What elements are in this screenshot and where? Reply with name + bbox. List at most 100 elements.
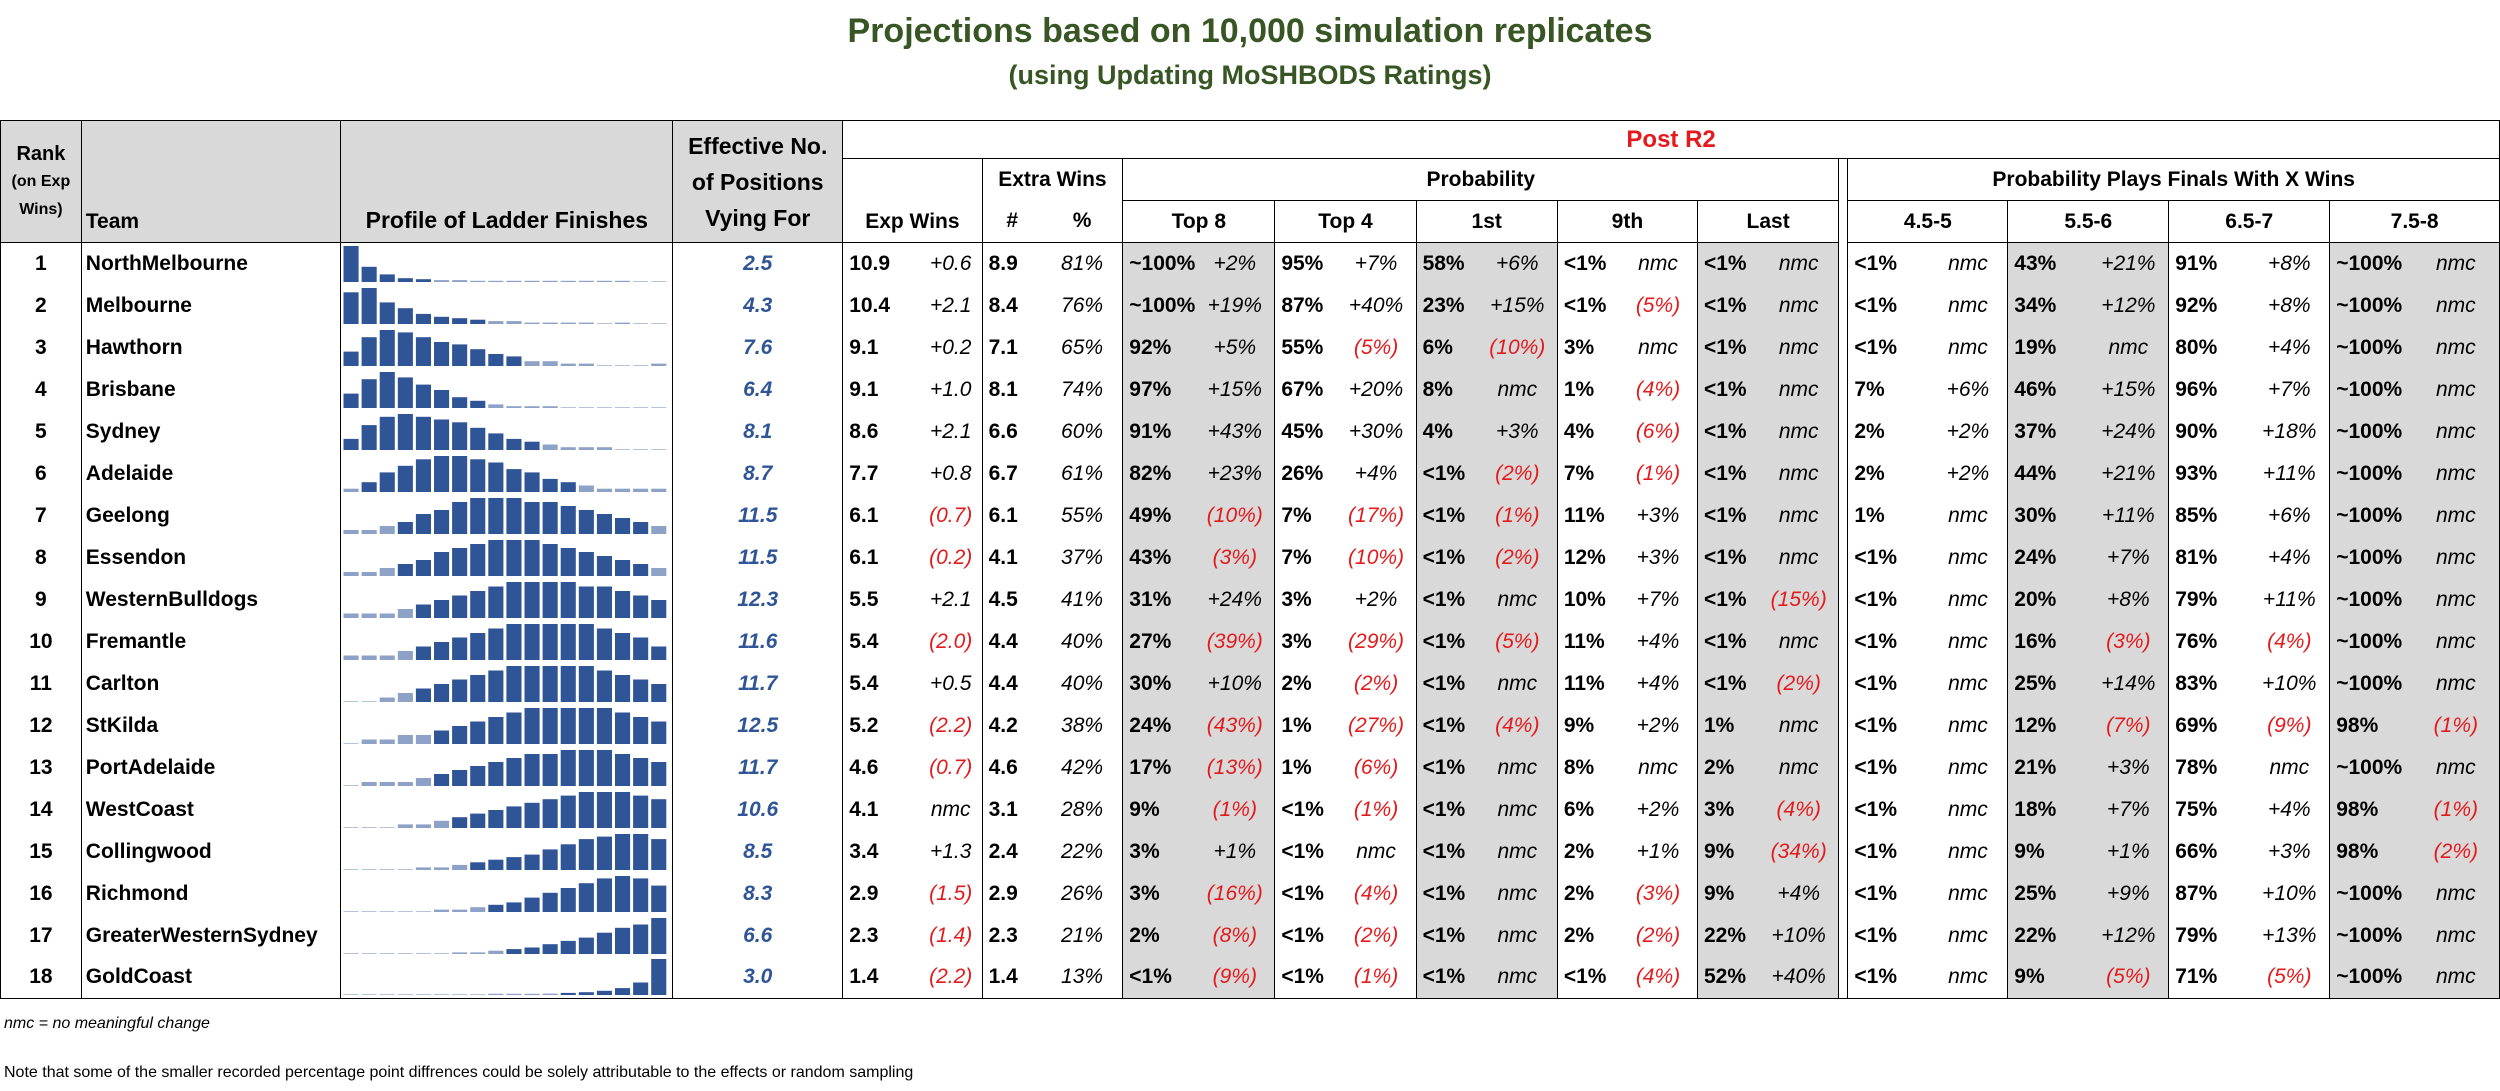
- extra-wins-count: 4.4: [988, 629, 1018, 653]
- ladder-finish-bar: [434, 341, 450, 366]
- f2-finals-value: 9%: [2007, 830, 2089, 873]
- f2-finals-value: 22%: [2007, 914, 2089, 957]
- f4-finals-change: (1%): [2412, 704, 2500, 747]
- top8-prob-value: 2%: [1122, 914, 1196, 957]
- ladder-finish-bar: [579, 882, 595, 912]
- ladder-finish-bar: [343, 700, 359, 702]
- p9-prob-change: (6%): [1619, 410, 1698, 453]
- ladder-finish-bar: [470, 994, 486, 996]
- extra-wins-pct: 76%: [1041, 284, 1124, 327]
- last-prob-change: (2%): [1759, 662, 1840, 705]
- ladder-finish-bar: [506, 856, 522, 870]
- ladder-finish-bar: [651, 322, 667, 324]
- ladder-profile: [340, 956, 674, 999]
- p9-prob-value: 11%: [1563, 671, 1605, 695]
- team-name: WesternBulldogs: [81, 578, 342, 621]
- extra-wins-count-header: #: [982, 200, 1042, 243]
- extra-wins-pct: 74%: [1041, 368, 1124, 411]
- p1-prob-change: nmc: [1477, 830, 1558, 873]
- ladder-profile-chart: [343, 371, 667, 408]
- f4-finals-value: ~100%: [2329, 872, 2413, 915]
- p1-prob-value: <1%: [1416, 620, 1478, 663]
- p9-prob-value: 11%: [1563, 503, 1605, 527]
- f4-finals-value: ~100%: [2329, 956, 2413, 999]
- table-row: 11 Carlton 11.7 5.4 +0.5 4.4 40% 30% +10% 2% (2%) <…: [0, 662, 2500, 705]
- top8-prob-change: (13%): [1195, 746, 1276, 789]
- spacer-cell: [1838, 578, 1849, 621]
- last-prob-change: nmc: [1759, 284, 1840, 327]
- ladder-finish-bar: [488, 904, 504, 912]
- extra-wins-pct: 61%: [1041, 452, 1124, 495]
- ladder-finish-bar: [380, 471, 396, 492]
- ladder-finish-bar: [488, 950, 504, 954]
- ladder-finish-bar: [488, 320, 504, 324]
- rank-cell: 10: [0, 620, 82, 663]
- f3-finals-change: +8%: [2249, 284, 2331, 327]
- ladder-finish-bar: [561, 446, 577, 450]
- f1-finals-change: nmc: [1928, 746, 2009, 789]
- ladder-finish-bar: [380, 781, 396, 786]
- ladder-finish-bar: [633, 833, 649, 870]
- f1-finals-value: <1%: [1854, 629, 1897, 653]
- ladder-finish-bar: [597, 670, 613, 702]
- ladder-finish-bar: [416, 336, 432, 366]
- ladder-finish-bar: [488, 280, 504, 282]
- ladder-finish-bar: [524, 471, 540, 492]
- f3-finals-change: +7%: [2249, 368, 2331, 411]
- extra-wins-pct: 42%: [1041, 746, 1124, 789]
- ladder-finish-bar: [633, 448, 649, 450]
- ladder-finish-bar: [597, 406, 613, 408]
- extra-wins-pct: 65%: [1041, 326, 1124, 369]
- ladder-profile-chart: [343, 329, 667, 366]
- ladder-finish-bar: [633, 488, 649, 492]
- top4-prob-value: <1%: [1274, 956, 1337, 999]
- top4-prob-change: +20%: [1336, 368, 1417, 411]
- top4-prob-value: 1%: [1281, 755, 1312, 779]
- ladder-profile-chart: [343, 875, 667, 912]
- ladder-finish-bar: [416, 604, 432, 618]
- ladder-finish-bar: [506, 497, 522, 534]
- spacer-cell: [1838, 914, 1849, 957]
- p1-prob-value: <1%: [1416, 578, 1478, 621]
- effective-positions-header: Effective No. of Positions Vying For: [672, 120, 844, 243]
- table-row: 7 Geelong 11.5 6.1 (0.7) 6.1 55% 49% (10%) 7% (17%…: [0, 494, 2500, 537]
- ladder-finish-bar: [542, 360, 559, 366]
- ladder-finish-bar: [361, 287, 378, 324]
- ladder-finish-bar: [579, 446, 595, 450]
- ladder-finish-bar: [380, 994, 396, 996]
- ladder-finish-bar: [434, 866, 450, 870]
- extra-wins-count: 6.7: [988, 461, 1018, 485]
- ladder-finish-bar: [398, 608, 414, 618]
- top8-prob-change: +24%: [1195, 578, 1276, 621]
- team-name: Geelong: [81, 494, 342, 537]
- top8-prob-value: 3%: [1122, 830, 1196, 873]
- exp-wins-change: (1.4): [919, 914, 983, 957]
- ladder-finish-bar: [380, 739, 396, 744]
- ladder-finish-bar: [615, 753, 631, 786]
- top8-prob-change: (39%): [1195, 620, 1276, 663]
- ladder-profile-chart: [343, 287, 667, 324]
- ladder-finish-bar: [343, 613, 359, 618]
- f4-finals-change: nmc: [2412, 326, 2500, 369]
- top4-prob-value: 95%: [1281, 251, 1324, 275]
- ladder-finish-bar: [651, 488, 667, 492]
- ladder-finish-bar: [488, 716, 504, 744]
- effective-positions-value: 8.1: [672, 410, 844, 453]
- ladder-finish-bar: [361, 700, 378, 702]
- top4-prob-value: 2%: [1281, 671, 1312, 695]
- ladder-finish-bar: [524, 581, 540, 618]
- ladder-finish-bar: [470, 458, 486, 492]
- ladder-finish-bar: [633, 679, 649, 702]
- ladder-finish-bar: [633, 637, 649, 660]
- exp-wins-change: (0.7): [919, 494, 983, 537]
- ladder-finish-bar: [524, 707, 540, 744]
- ladder-finish-bar: [615, 406, 631, 408]
- f3-finals-change: +4%: [2249, 326, 2331, 369]
- team-name: PortAdelaide: [81, 746, 342, 789]
- eff-header-line2: of Positions: [691, 168, 824, 195]
- f4-finals-value: ~100%: [2329, 494, 2413, 537]
- table-row: 6 Adelaide 8.7 7.7 +0.8 6.7 61% 82% +23% 26% +4% <1…: [0, 452, 2500, 495]
- ladder-finish-bar: [434, 683, 450, 702]
- team-name: Essendon: [81, 536, 342, 579]
- top4-prob-value: 3%: [1281, 629, 1312, 653]
